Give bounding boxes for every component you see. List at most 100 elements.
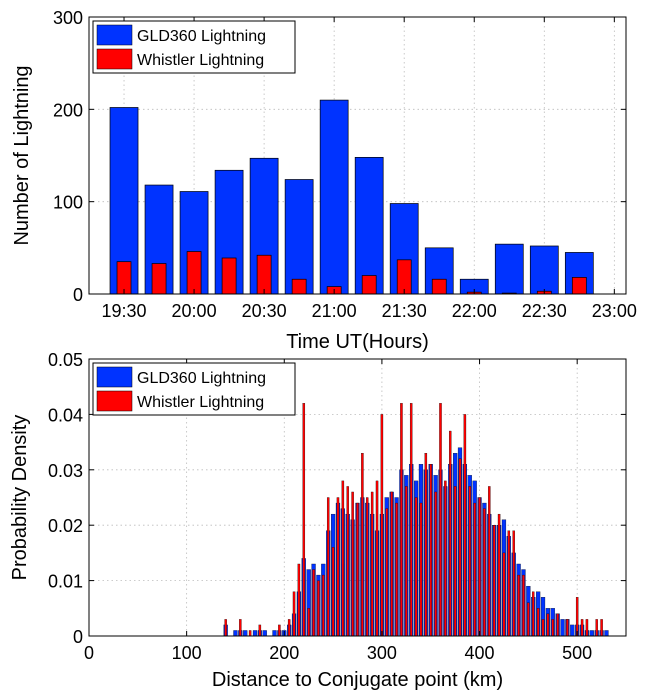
ticks: 0 100 200 300 19:30 20:00 20:30 21:00 21:30 22:00…: [53, 8, 637, 321]
y-axis-label: Probability Density: [9, 415, 31, 581]
x-tick-label: 400: [465, 643, 495, 663]
legend-label-whistler: Whistler Lightning: [137, 394, 264, 411]
bar-whistler: [532, 591, 535, 637]
bar-whistler: [502, 552, 506, 637]
bar-whistler: [361, 453, 364, 637]
bar-whistler: [356, 502, 359, 637]
bar-gld360: [252, 630, 258, 637]
bar-whistler: [546, 613, 550, 637]
y-tick-label: 100: [53, 193, 83, 213]
series-whistler: [116, 251, 587, 295]
bar-whistler: [291, 278, 307, 295]
bar-gld360: [570, 624, 575, 637]
y-tick-label: 0.04: [48, 405, 83, 425]
histogram-lightning-count-by-time: 0 100 200 300 19:30 20:00 20:30 21:00 21:30 22:00…: [11, 8, 637, 353]
bar-whistler: [458, 458, 462, 637]
bars: [109, 99, 594, 295]
bar-whistler: [380, 414, 384, 637]
histogram-distance-probability-density: 0 0.01 0.02 0.03 0.04 0.05 0 100 200 300 400 500 Dis…: [9, 350, 627, 690]
legend-swatch-gld360: [96, 366, 133, 388]
bar-gld360: [243, 630, 248, 637]
bar-whistler: [449, 430, 452, 637]
x-tick-label: 21:00: [312, 301, 357, 321]
legend-label-gld360: GLD360 Lightning: [137, 370, 266, 387]
bar-whistler: [473, 502, 476, 637]
bar-whistler: [434, 491, 437, 637]
bar-whistler: [439, 403, 442, 637]
bar-gld360: [262, 630, 267, 637]
bar-whistler: [278, 624, 281, 637]
bar-whistler: [370, 491, 374, 637]
y-tick-label: 200: [53, 100, 83, 120]
bar-whistler: [483, 508, 486, 637]
bar-whistler: [375, 480, 379, 637]
bar-whistler: [409, 403, 413, 637]
y-tick-label: 0: [73, 627, 83, 647]
bar-whistler: [336, 497, 340, 637]
bar-gld360: [354, 156, 384, 295]
bar-whistler: [468, 486, 472, 637]
axes-box: [88, 358, 627, 637]
bar-whistler: [492, 525, 496, 637]
bar-whistler: [419, 502, 423, 637]
x-tick-label: 19:30: [101, 301, 146, 321]
bar-whistler: [317, 580, 320, 637]
bar-whistler: [566, 619, 569, 637]
bar-whistler: [302, 403, 306, 637]
bar-whistler: [595, 619, 598, 637]
bar-whistler: [575, 597, 579, 637]
bar-whistler: [541, 619, 545, 637]
bar-whistler: [424, 453, 428, 637]
y-axis-label: Number of Lightning: [11, 65, 33, 245]
x-tick-label: 22:30: [522, 301, 567, 321]
bar-gld360: [284, 179, 314, 295]
bar-whistler: [585, 619, 589, 637]
bar-whistler: [556, 613, 559, 637]
bars: [223, 403, 609, 637]
bar-gld360: [560, 619, 565, 637]
bar-whistler: [258, 624, 262, 637]
bar-whistler: [248, 630, 252, 637]
legend-label-whistler: Whistler Lightning: [137, 52, 264, 69]
bar-whistler: [444, 480, 447, 637]
bar-whistler: [256, 254, 272, 295]
y-tick-label: 0.01: [48, 572, 83, 592]
axes-box: [88, 16, 627, 295]
bar-whistler: [331, 547, 335, 637]
bar-whistler: [346, 486, 349, 637]
bar-whistler: [405, 486, 408, 637]
x-tick-label: 23:00: [592, 301, 637, 321]
bar-whistler: [326, 497, 330, 637]
bar-whistler: [522, 574, 525, 637]
bar-whistler: [536, 608, 540, 637]
bar-whistler: [151, 263, 167, 295]
y-tick-label: 0: [73, 285, 83, 305]
x-tick-label: 20:00: [172, 301, 217, 321]
bar-whistler: [414, 497, 418, 637]
bar-whistler: [431, 278, 447, 295]
x-tick-label: 22:00: [452, 301, 497, 321]
ticks: 0 0.01 0.02 0.03 0.04 0.05 0 100 200 300 400 500: [48, 350, 626, 663]
x-tick-label: 21:30: [382, 301, 427, 321]
bar-whistler: [507, 530, 511, 637]
bar-whistler: [463, 414, 467, 637]
bar-whistler: [224, 619, 227, 637]
bar-whistler: [453, 486, 457, 637]
bar-whistler: [322, 574, 325, 637]
x-tick-label: 300: [367, 643, 397, 663]
bar-whistler: [385, 508, 389, 637]
bar-whistler: [390, 491, 393, 637]
x-axis-label: Time UT(Hours): [286, 331, 429, 353]
bar-gld360: [529, 245, 559, 295]
bar-whistler: [297, 563, 301, 637]
bar-gld360: [319, 99, 349, 295]
x-axis-label: Distance to Conjugate point (km): [212, 669, 503, 690]
bar-whistler: [395, 502, 398, 637]
bar-whistler: [512, 530, 515, 637]
bar-whistler: [341, 480, 345, 637]
bar-gld360: [494, 243, 524, 295]
bar-whistler: [400, 403, 403, 637]
legend: GLD360 Lightning Whistler Lightning: [92, 362, 296, 416]
bar-whistler: [517, 574, 520, 637]
